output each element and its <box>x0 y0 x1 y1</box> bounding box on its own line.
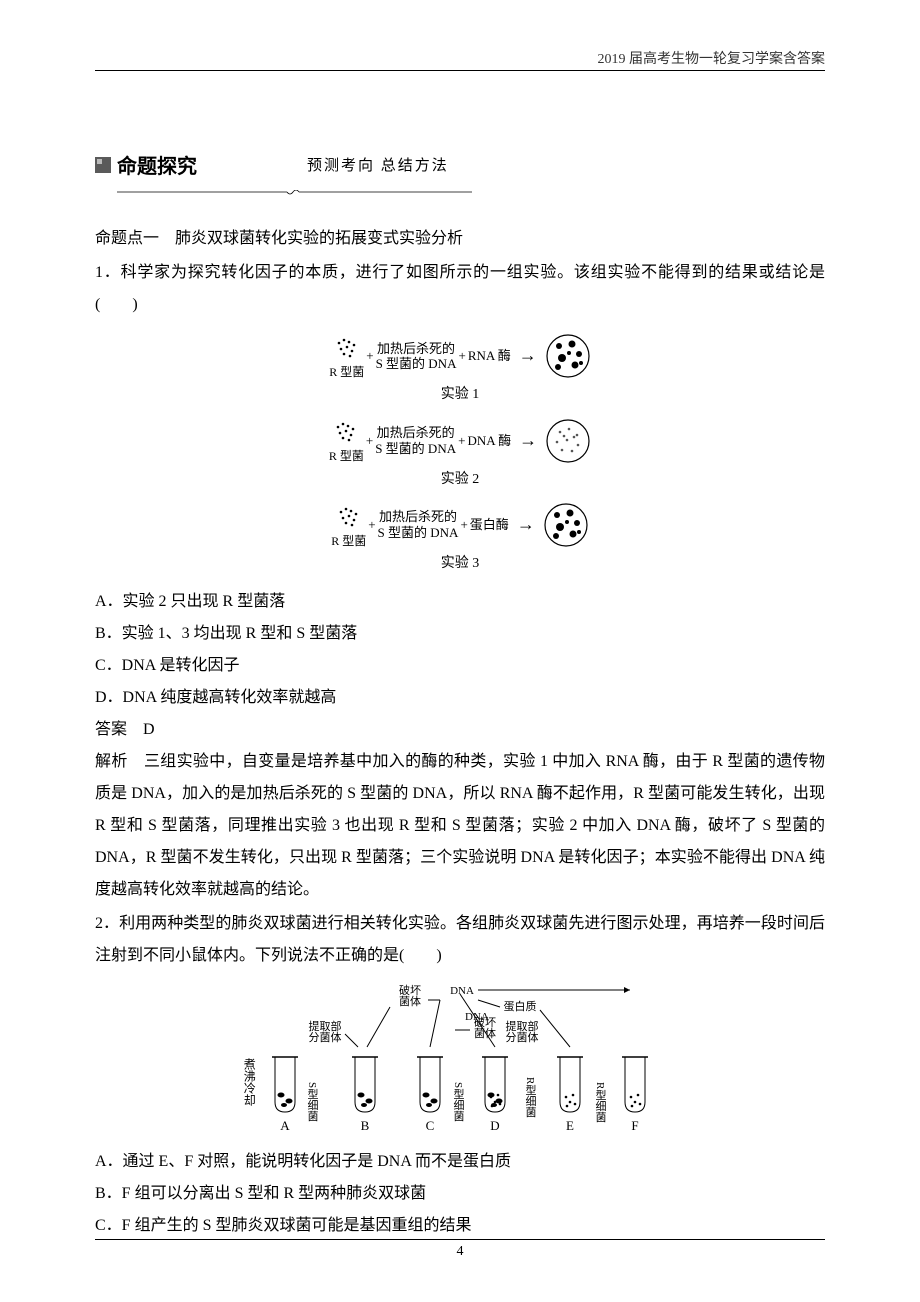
section-title: 命题探究 <box>117 150 197 179</box>
svg-text:DNA: DNA <box>450 985 474 997</box>
q1-option-c: C．DNA 是转化因子 <box>95 650 825 682</box>
svg-text:S型细菌: S型细菌 <box>452 1082 465 1122</box>
mid-line1-3: 加热后杀死的 <box>378 509 459 525</box>
q1-answer: 答案 D <box>95 714 825 746</box>
r-label-2: R 型菌 <box>329 449 364 463</box>
plus-icon: + <box>458 433 465 449</box>
boil-cool-label: 煮沸冷却 <box>242 1058 255 1106</box>
q1-option-a: A．实验 2 只出现 R 型菌落 <box>95 586 825 618</box>
exp-row-2: R 型菌 + 加热后杀死的 S 型菌的 DNA + DNA 酶 → <box>295 417 625 463</box>
section-title-row: 命题探究 预测考向 总结方法 <box>95 150 825 179</box>
r-label-1: R 型菌 <box>329 365 364 379</box>
svg-text:B: B <box>361 1118 370 1132</box>
mid-line2-1: S 型菌的 DNA <box>376 356 457 372</box>
figure-1: R 型菌 + 加热后杀死的 S 型菌的 DNA + RNA 酶 → 实验 1 R… <box>295 333 625 572</box>
running-header: 2019 届高考生物一轮复习学案含答案 <box>598 48 826 68</box>
svg-text:破坏: 破坏 <box>399 983 421 997</box>
r-label-3: R 型菌 <box>331 534 366 548</box>
svg-text:R型细菌: R型细菌 <box>594 1082 607 1123</box>
svg-text:A: A <box>280 1118 290 1132</box>
section-block-icon <box>95 157 111 173</box>
arrow-icon: → <box>519 345 537 367</box>
svg-text:提取部: 提取部 <box>309 1019 342 1033</box>
figure-2: 煮沸冷却 破坏 菌体 DNA <box>260 982 660 1136</box>
enzyme-rna: RNA 酶 <box>468 348 511 364</box>
plus-icon: + <box>368 517 375 533</box>
svg-text:分菌体: 分菌体 <box>309 1030 342 1044</box>
topic-heading: 命题点一 肺炎双球菌转化实验的拓展变式实验分析 <box>95 223 825 255</box>
svg-text:蛋白质: 蛋白质 <box>504 999 537 1013</box>
arrow-icon: → <box>519 430 537 452</box>
plus-icon: + <box>460 517 467 533</box>
page-number: 4 <box>0 1244 920 1260</box>
petri-dish-icon <box>545 418 591 464</box>
q1-stem: 1．科学家为探究转化因子的本质，进行了如图所示的一组实验。该组实验不能得到的结果… <box>95 257 825 321</box>
exp-row-3: R 型菌 + 加热后杀死的 S 型菌的 DNA + 蛋白酶 → <box>295 502 625 548</box>
figure-2-svg: 破坏 菌体 DNA 蛋白质 破坏 菌体 提取部 分菌体 提取部 分菌体 DNA <box>260 982 660 1132</box>
svg-text:R型细菌: R型细菌 <box>524 1077 537 1118</box>
svg-text:C: C <box>426 1118 435 1132</box>
svg-text:提取部: 提取部 <box>506 1019 539 1033</box>
enzyme-dna: DNA 酶 <box>467 433 511 449</box>
plus-icon: + <box>458 348 465 364</box>
q2-stem: 2．利用两种类型的肺炎双球菌进行相关转化实验。各组肺炎双球菌先进行图示处理，再培… <box>95 908 825 972</box>
exp-caption-1: 实验 1 <box>295 383 625 403</box>
svg-text:S型细菌: S型细菌 <box>306 1082 319 1122</box>
r-bacteria-icon <box>331 417 361 447</box>
q1-explanation: 解析 三组实验中，自变量是培养基中加入的酶的种类，实验 1 中加入 RNA 酶，… <box>95 746 825 906</box>
mid-line2-3: S 型菌的 DNA <box>378 525 459 541</box>
r-bacteria-icon <box>334 502 364 532</box>
svg-text:D: D <box>490 1118 499 1132</box>
header-rule <box>95 70 825 71</box>
footer-rule <box>95 1239 825 1240</box>
q2-option-c: C．F 组产生的 S 型肺炎双球菌可能是基因重组的结果 <box>95 1210 825 1242</box>
svg-text:菌体: 菌体 <box>399 994 421 1008</box>
r-bacteria-icon <box>332 333 362 363</box>
q2-option-b: B．F 组可以分离出 S 型和 R 型两种肺炎双球菌 <box>95 1178 825 1210</box>
svg-text:F: F <box>631 1118 638 1132</box>
exp-row-1: R 型菌 + 加热后杀死的 S 型菌的 DNA + RNA 酶 → <box>295 333 625 379</box>
mid-line1-1: 加热后杀死的 <box>376 341 457 357</box>
mid-line1-2: 加热后杀死的 <box>375 425 456 441</box>
mid-line2-2: S 型菌的 DNA <box>375 441 456 457</box>
q2-option-a: A．通过 E、F 对照，能说明转化因子是 DNA 而不是蛋白质 <box>95 1146 825 1178</box>
enzyme-protein: 蛋白酶 <box>470 517 509 533</box>
arrow-icon: → <box>517 514 535 536</box>
petri-dish-icon <box>545 333 591 379</box>
petri-dish-icon <box>543 502 589 548</box>
svg-text:菌体: 菌体 <box>474 1026 496 1040</box>
q1-option-b: B．实验 1、3 均出现 R 型和 S 型菌落 <box>95 618 825 650</box>
exp-caption-3: 实验 3 <box>295 552 625 572</box>
plus-icon: + <box>366 348 373 364</box>
wavy-divider <box>117 185 472 193</box>
exp-caption-2: 实验 2 <box>295 468 625 488</box>
q1-option-d: D．DNA 纯度越高转化效率就越高 <box>95 682 825 714</box>
svg-text:E: E <box>566 1118 574 1132</box>
svg-text:分菌体: 分菌体 <box>506 1030 539 1044</box>
section-subtitle: 预测考向 总结方法 <box>307 154 449 175</box>
svg-text:DNA: DNA <box>465 1011 489 1023</box>
plus-icon: + <box>366 433 373 449</box>
